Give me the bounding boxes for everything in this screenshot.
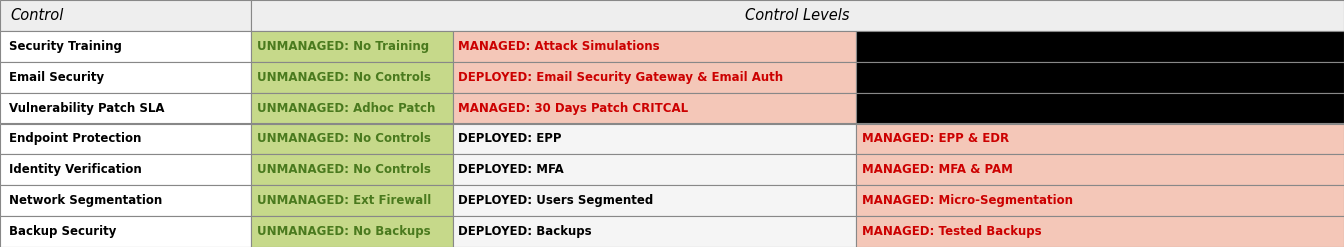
Bar <box>251 124 453 154</box>
Bar <box>856 154 1344 185</box>
Bar <box>251 185 453 216</box>
Bar <box>251 62 453 93</box>
Text: DEPLOYED: Email Security Gateway & Email Auth: DEPLOYED: Email Security Gateway & Email… <box>458 71 784 84</box>
Text: UNMANAGED: No Controls: UNMANAGED: No Controls <box>257 132 430 145</box>
Bar <box>453 31 856 62</box>
Text: MANAGED: Tested Backups: MANAGED: Tested Backups <box>862 225 1042 238</box>
Bar <box>251 216 453 247</box>
Text: MANAGED: EPP & EDR: MANAGED: EPP & EDR <box>862 132 1008 145</box>
Bar <box>0 216 251 247</box>
Text: Vulnerability Patch SLA: Vulnerability Patch SLA <box>9 102 165 115</box>
Bar <box>251 93 453 124</box>
Bar <box>856 93 1344 124</box>
Bar <box>251 31 453 62</box>
Bar <box>453 124 856 154</box>
Text: MANAGED: 30 Days Patch CRITCAL: MANAGED: 30 Days Patch CRITCAL <box>458 102 688 115</box>
Text: MANAGED: MFA & PAM: MANAGED: MFA & PAM <box>862 163 1012 176</box>
Bar <box>856 31 1344 62</box>
Bar <box>453 154 856 185</box>
Text: Network Segmentation: Network Segmentation <box>9 194 163 207</box>
Text: UNMANAGED: Ext Firewall: UNMANAGED: Ext Firewall <box>257 194 431 207</box>
Text: Security Training: Security Training <box>9 40 122 53</box>
Bar <box>453 185 856 216</box>
Bar <box>0 0 251 31</box>
Bar <box>856 62 1344 93</box>
Text: Endpoint Protection: Endpoint Protection <box>9 132 141 145</box>
Bar <box>0 154 251 185</box>
Bar <box>0 93 251 124</box>
Text: DEPLOYED: MFA: DEPLOYED: MFA <box>458 163 564 176</box>
Text: Control: Control <box>11 8 65 23</box>
Text: UNMANAGED: No Controls: UNMANAGED: No Controls <box>257 71 430 84</box>
Text: MANAGED: Micro-Segmentation: MANAGED: Micro-Segmentation <box>862 194 1073 207</box>
Text: Backup Security: Backup Security <box>9 225 117 238</box>
Text: UNMANAGED: No Training: UNMANAGED: No Training <box>257 40 429 53</box>
Text: Email Security: Email Security <box>9 71 105 84</box>
Bar <box>453 93 856 124</box>
Bar <box>0 185 251 216</box>
Bar <box>856 124 1344 154</box>
Text: UNMANAGED: No Controls: UNMANAGED: No Controls <box>257 163 430 176</box>
Text: DEPLOYED: EPP: DEPLOYED: EPP <box>458 132 562 145</box>
Bar <box>0 124 251 154</box>
Text: DEPLOYED: Backups: DEPLOYED: Backups <box>458 225 591 238</box>
Text: MANAGED: Attack Simulations: MANAGED: Attack Simulations <box>458 40 660 53</box>
Text: Control Levels: Control Levels <box>746 8 849 23</box>
Text: UNMANAGED: Adhoc Patch: UNMANAGED: Adhoc Patch <box>257 102 435 115</box>
Bar <box>251 154 453 185</box>
Text: Identity Verification: Identity Verification <box>9 163 142 176</box>
Bar <box>856 185 1344 216</box>
Text: UNMANAGED: No Backups: UNMANAGED: No Backups <box>257 225 430 238</box>
Text: DEPLOYED: Users Segmented: DEPLOYED: Users Segmented <box>458 194 653 207</box>
Bar <box>251 0 1344 31</box>
Bar <box>453 62 856 93</box>
Bar <box>0 31 251 62</box>
Bar <box>453 216 856 247</box>
Bar <box>0 62 251 93</box>
Bar <box>856 216 1344 247</box>
